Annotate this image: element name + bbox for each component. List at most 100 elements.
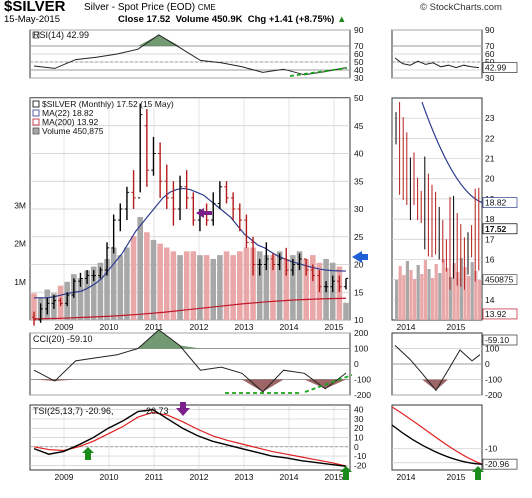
tick-price: 15 [354,287,364,297]
volume-bar [283,258,290,320]
tick-cci: -100 [354,375,371,385]
volume-bar [310,255,316,320]
volume-bar [223,251,230,320]
daily-ma22-line [421,101,483,204]
quote-date: 15-May-2015 [4,14,60,25]
rsi-divergence-trendline [289,67,348,77]
change-value: +1.41 (+8.75%) [268,14,335,25]
legend-vol: Volume 450,875 [42,126,104,136]
tick-price-daily: 23 [485,113,495,123]
cci-daily-line [394,345,481,392]
volume-tick: 2M [14,239,26,249]
tick-tsi: 20 [354,423,364,433]
volume-label: Volume [175,14,210,25]
daily-ma22-value-box [482,197,518,208]
volume-bar [336,266,343,320]
daily-volume-bar [413,279,417,320]
x-label-tsi-daily: 2015 [447,472,466,482]
tick-price-daily: 22 [485,133,495,143]
volume-bar [84,270,90,320]
daily-volume-bar [474,271,478,320]
volume-bar [163,247,170,320]
volume-bar [177,255,183,320]
tick-cci: 100 [354,344,368,354]
tick-cci-daily: -200 [485,390,502,400]
tick-price: 40 [354,149,364,159]
instrument-name: Silver - Spot Price (EOD) CME [84,2,216,13]
volume-bar [270,255,276,320]
volume-bar [210,258,217,320]
volume-bar [183,251,190,320]
close-label: Close [118,14,144,25]
daily-close-value-box [482,223,518,235]
annotations [82,67,484,480]
x-label-tsi: 2013 [235,472,254,482]
tick-rsi: 70 [354,41,364,51]
daily-volume-bar [477,280,481,320]
x-label-price: 2012 [190,322,209,332]
tick-rsi: 50 [354,57,364,67]
rsi-legend-box [32,31,40,39]
tick-price: 35 [354,176,364,186]
tick-rsi: 90 [354,25,364,35]
volume-bar [263,255,270,320]
tick-cci-daily: 100 [485,344,499,354]
cci-legend: CCI(20) -59.10 [33,334,93,344]
daily-volume-bar [395,280,399,320]
volume-bar [117,255,124,320]
volume-bar [130,236,137,320]
daily-volume-bar [431,278,435,320]
daily-volume-bar [452,263,456,320]
tick-tsi: 10 [354,433,364,443]
volume-bar [90,266,97,320]
x-label-price: 2014 [280,322,299,332]
tsi-legend: TSI(25,13,7) -20.96, [33,406,114,416]
daily-close-value: 17.52 [485,224,507,234]
tick-cci: 200 [354,328,368,338]
cci-daily-lower-fill [395,379,480,391]
rsi-daily-last-value: 42.99 [485,63,507,73]
change-up-arrow: ▲ [337,14,347,25]
change-label: Chg [247,14,267,25]
daily-volume-bar [459,258,463,320]
tsi-signal-line [33,411,347,467]
daily-volume-bar [409,270,413,320]
volume-bar [110,247,117,320]
legend-swatch-vol [32,127,40,135]
volume-bar [203,255,210,320]
tsi-daily-buy-arrow [472,466,484,480]
tick-rsi: 40 [354,65,364,75]
x-label-tsi: 2010 [100,472,119,482]
daily-volume-bar [445,268,449,320]
volume-bar [250,247,256,320]
x-label-price: 2011 [145,322,164,332]
volume-bar [190,251,197,320]
volume-bar [157,243,163,320]
blue-arrow-ma22 [352,251,368,263]
daily-ma200-value-box [482,308,518,320]
legend-swatch-ma22 [32,109,40,117]
x-label-tsi: 2012 [190,472,209,482]
volume-bar [124,247,130,320]
tick-cci: 0 [354,359,359,369]
daily-volume-value-box [482,274,518,285]
daily-ma22-value: 18.82 [485,198,507,208]
tsi-signal-legend: -20.73 [143,406,169,416]
cci-line [33,329,347,393]
daily-volume-bar [441,259,445,320]
volume-bar [170,251,177,320]
tick-price-daily: 20 [485,174,495,184]
quote-summary: Close 17.52 Volume 450.9K Chg +1.41 (+8.… [118,14,346,25]
tick-tsi: 40 [354,405,364,415]
daily-volume-bar [438,273,442,320]
x-label-price-daily: 2015 [447,322,466,332]
volume-bar [290,255,296,320]
tick-cci: -200 [354,390,371,400]
x-label-tsi: 2014 [280,472,299,482]
volume-bar [97,262,104,320]
daily-volume-bar [423,260,427,320]
x-label-tsi: 2011 [145,472,164,482]
daily-volume-bar [449,277,453,320]
